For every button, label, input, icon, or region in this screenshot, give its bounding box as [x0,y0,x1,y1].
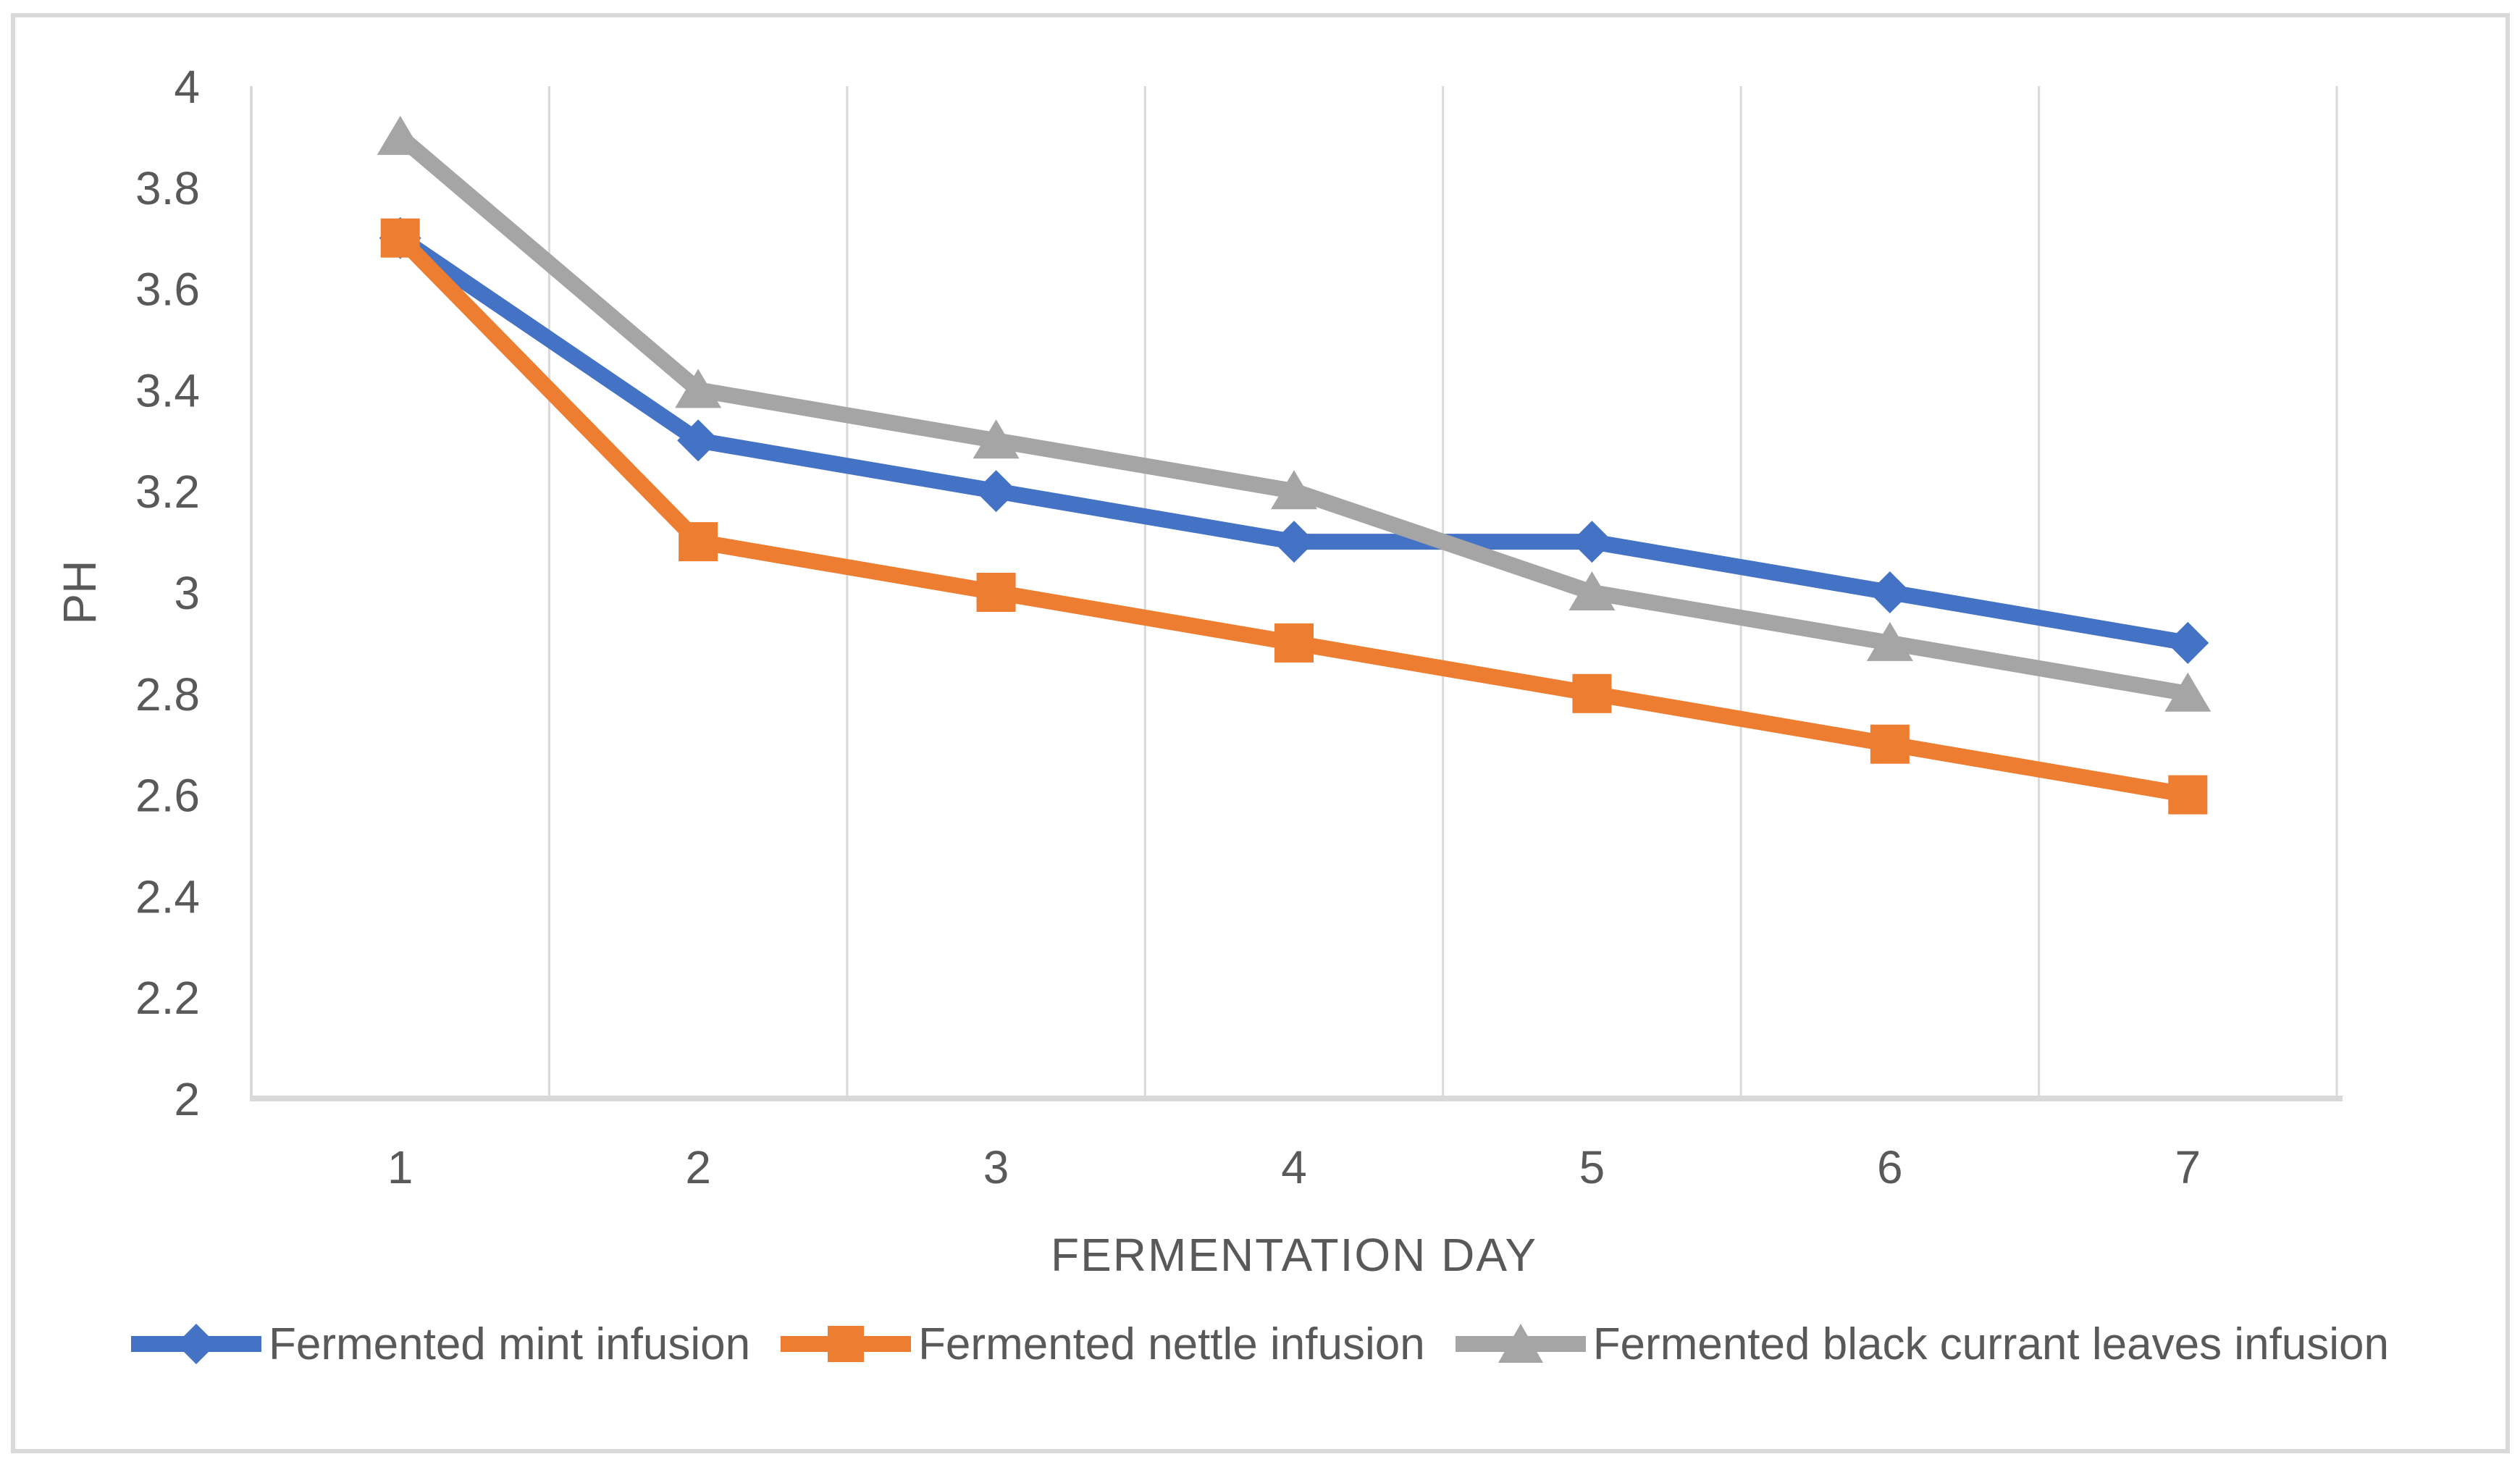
marker-square [1274,623,1314,663]
y-tick-label: 2.4 [135,870,200,923]
y-tick-label: 3.6 [135,264,200,316]
marker-diamond [1868,571,1911,613]
marker-triangle [675,369,722,408]
legend-item: Fermented nettle infusion [781,1318,1425,1370]
marker-triangle [1271,470,1317,510]
marker-square [679,522,718,562]
legend: Fermented mint infusion Fermented nettle … [0,1302,2520,1386]
x-tick-label: 2 [685,1141,711,1193]
x-tick-label: 3 [983,1141,1009,1193]
legend-square-icon [781,1326,912,1362]
legend-diamond-icon [130,1324,261,1364]
series-line-diamond [392,230,2196,651]
x-tick-label: 6 [1877,1141,1903,1193]
y-axis-title: PH [54,560,106,625]
marker-triangle [1866,621,1913,661]
marker-diamond [975,470,1017,513]
marker-diamond [1273,521,1315,563]
marker-diamond [2167,621,2209,664]
marker-square [1870,724,1910,764]
series-line-square [392,230,2196,803]
x-axis-title: FERMENTATION DAY [1051,1229,1537,1281]
legend-item: Fermented mint infusion [130,1318,751,1370]
y-tick-label: 3.8 [135,162,200,214]
x-tick-label: 5 [1579,1141,1605,1193]
legend-label: Fermented nettle infusion [918,1319,1425,1369]
y-tick-label: 2.8 [135,668,200,721]
legend-item: Fermented black currant leaves infusion [1455,1318,2390,1370]
y-tick-label: 3 [174,567,200,619]
marker-square [1572,673,1612,713]
y-tick-label: 3.4 [135,364,200,416]
y-tick-label: 2.6 [135,770,200,822]
marker-triangle [973,419,1020,459]
marker-square [2168,775,2208,815]
y-tick-label: 4 [174,61,200,113]
x-tick-label: 7 [2175,1141,2201,1193]
x-tick-label: 1 [387,1141,413,1193]
legend-label: Fermented black currant leaves infusion [1592,1319,2390,1369]
y-tick-label: 2.2 [135,972,200,1024]
marker-triangle [377,115,424,155]
marker-square [976,573,1016,612]
legend-label: Fermented mint infusion [268,1319,751,1369]
legend-triangle-icon [1455,1324,1586,1363]
marker-diamond [677,419,720,462]
y-tick-label: 2 [174,1073,200,1125]
x-tick-label: 4 [1281,1141,1307,1193]
y-tick-label: 3.2 [135,466,200,518]
marker-triangle [1568,571,1616,610]
marker-square [380,218,420,258]
marker-triangle [2164,672,2212,712]
marker-diamond [1571,521,1613,563]
